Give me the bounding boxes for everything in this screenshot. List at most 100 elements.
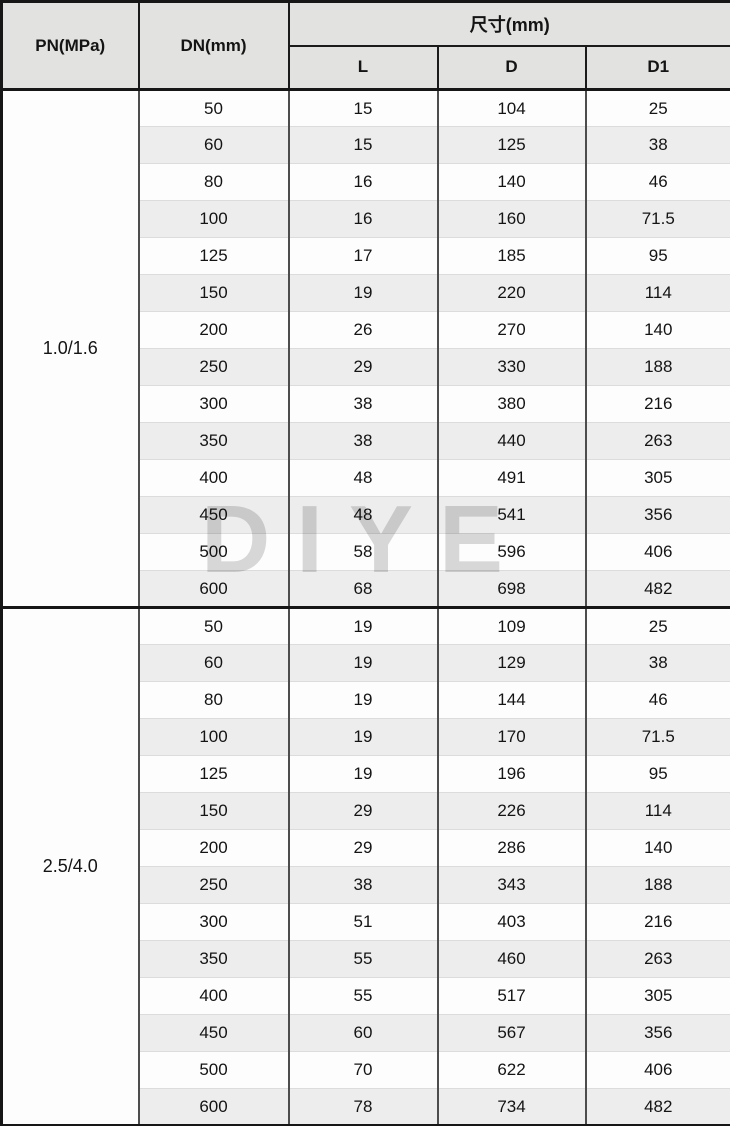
table-row: 500 58 596 406 xyxy=(2,533,730,571)
d-cell: 698 xyxy=(436,570,587,608)
table-row: 600 78 734 482 xyxy=(2,1088,730,1126)
d1-cell: 114 xyxy=(584,792,730,830)
l-cell: 26 xyxy=(287,311,439,349)
d-cell: 491 xyxy=(436,459,587,497)
d-cell: 170 xyxy=(436,718,587,756)
d-cell: 270 xyxy=(436,311,587,349)
table-row: 350 55 460 263 xyxy=(2,940,730,978)
d-cell: 129 xyxy=(436,644,587,682)
dn-cell: 50 xyxy=(137,606,290,645)
d1-cell: 406 xyxy=(584,1051,730,1089)
dn-cell: 500 xyxy=(137,533,290,571)
table-row: 60 15 125 38 xyxy=(2,126,730,164)
dn-cell: 400 xyxy=(137,459,290,497)
table-row: 125 17 185 95 xyxy=(2,237,730,275)
dn-cell: 450 xyxy=(137,1014,290,1052)
table-row: 250 38 343 188 xyxy=(2,866,730,904)
dn-cell: 100 xyxy=(137,200,290,238)
l-cell: 19 xyxy=(287,606,439,645)
d-cell: 460 xyxy=(436,940,587,978)
d1-cell: 406 xyxy=(584,533,730,571)
d-cell: 109 xyxy=(436,606,587,645)
d-cell: 622 xyxy=(436,1051,587,1089)
dn-cell: 300 xyxy=(137,385,290,423)
l-cell: 29 xyxy=(287,792,439,830)
column-header-pn: PN(MPa) xyxy=(0,0,140,91)
d-cell: 330 xyxy=(436,348,587,386)
d1-cell: 140 xyxy=(584,311,730,349)
column-header-d1: D1 xyxy=(584,44,730,91)
dn-cell: 80 xyxy=(137,163,290,201)
l-cell: 19 xyxy=(287,718,439,756)
table-row: 2.5/4.0 50 19 109 25 xyxy=(0,606,730,1126)
l-cell: 17 xyxy=(287,237,439,275)
table-row: 400 48 491 305 xyxy=(2,459,730,497)
d-cell: 380 xyxy=(436,385,587,423)
table-row: 450 48 541 356 xyxy=(2,496,730,534)
d1-cell: 263 xyxy=(584,422,730,460)
l-cell: 48 xyxy=(287,496,439,534)
l-cell: 19 xyxy=(287,644,439,682)
d1-cell: 356 xyxy=(584,1014,730,1052)
d1-cell: 71.5 xyxy=(584,200,730,238)
d1-cell: 305 xyxy=(584,459,730,497)
table-body: 1.0/1.6 50 15 104 25 60 15 125 38 80 16 140 46 100 16 1… xyxy=(0,89,730,1126)
table-row: 350 38 440 263 xyxy=(2,422,730,460)
dn-cell: 500 xyxy=(137,1051,290,1089)
d-cell: 440 xyxy=(436,422,587,460)
d-cell: 140 xyxy=(436,163,587,201)
column-header-size: 尺寸(mm) xyxy=(287,0,730,47)
d-cell: 517 xyxy=(436,977,587,1015)
d1-cell: 188 xyxy=(584,348,730,386)
table-row: 100 19 170 71.5 xyxy=(2,718,730,756)
d1-cell: 38 xyxy=(584,126,730,164)
d1-cell: 356 xyxy=(584,496,730,534)
d1-cell: 216 xyxy=(584,903,730,941)
dn-cell: 200 xyxy=(137,311,290,349)
table-row: 60 19 129 38 xyxy=(2,644,730,682)
l-cell: 58 xyxy=(287,533,439,571)
dn-cell: 60 xyxy=(137,126,290,164)
d-cell: 196 xyxy=(436,755,587,793)
table-row: 150 19 220 114 xyxy=(2,274,730,312)
pn-group-label: 2.5/4.0 xyxy=(0,606,140,1126)
table-row: 100 16 160 71.5 xyxy=(2,200,730,238)
table-row: 125 19 196 95 xyxy=(2,755,730,793)
l-cell: 15 xyxy=(287,126,439,164)
table-row: 500 70 622 406 xyxy=(2,1051,730,1089)
dn-cell: 200 xyxy=(137,829,290,867)
l-cell: 38 xyxy=(287,385,439,423)
l-cell: 70 xyxy=(287,1051,439,1089)
dn-cell: 250 xyxy=(137,866,290,904)
l-cell: 55 xyxy=(287,940,439,978)
d-cell: 286 xyxy=(436,829,587,867)
table-row: 80 19 144 46 xyxy=(2,681,730,719)
d-cell: 541 xyxy=(436,496,587,534)
l-cell: 16 xyxy=(287,163,439,201)
table-row: 450 60 567 356 xyxy=(2,1014,730,1052)
column-header-l: L xyxy=(287,44,439,91)
l-cell: 51 xyxy=(287,903,439,941)
dn-cell: 50 xyxy=(137,89,290,127)
d1-cell: 25 xyxy=(584,89,730,127)
d-cell: 104 xyxy=(436,89,587,127)
dn-cell: 150 xyxy=(137,792,290,830)
d1-cell: 46 xyxy=(584,681,730,719)
d-cell: 125 xyxy=(436,126,587,164)
l-cell: 19 xyxy=(287,755,439,793)
d1-cell: 263 xyxy=(584,940,730,978)
d1-cell: 95 xyxy=(584,237,730,275)
table-row: 300 51 403 216 xyxy=(2,903,730,941)
column-header-dn: DN(mm) xyxy=(137,0,290,91)
dn-cell: 125 xyxy=(137,755,290,793)
d-cell: 160 xyxy=(436,200,587,238)
l-cell: 15 xyxy=(287,89,439,127)
table-row: 1.0/1.6 50 15 104 25 xyxy=(0,89,730,608)
d1-cell: 71.5 xyxy=(584,718,730,756)
l-cell: 78 xyxy=(287,1088,439,1126)
d1-cell: 38 xyxy=(584,644,730,682)
l-cell: 38 xyxy=(287,866,439,904)
dn-cell: 150 xyxy=(137,274,290,312)
